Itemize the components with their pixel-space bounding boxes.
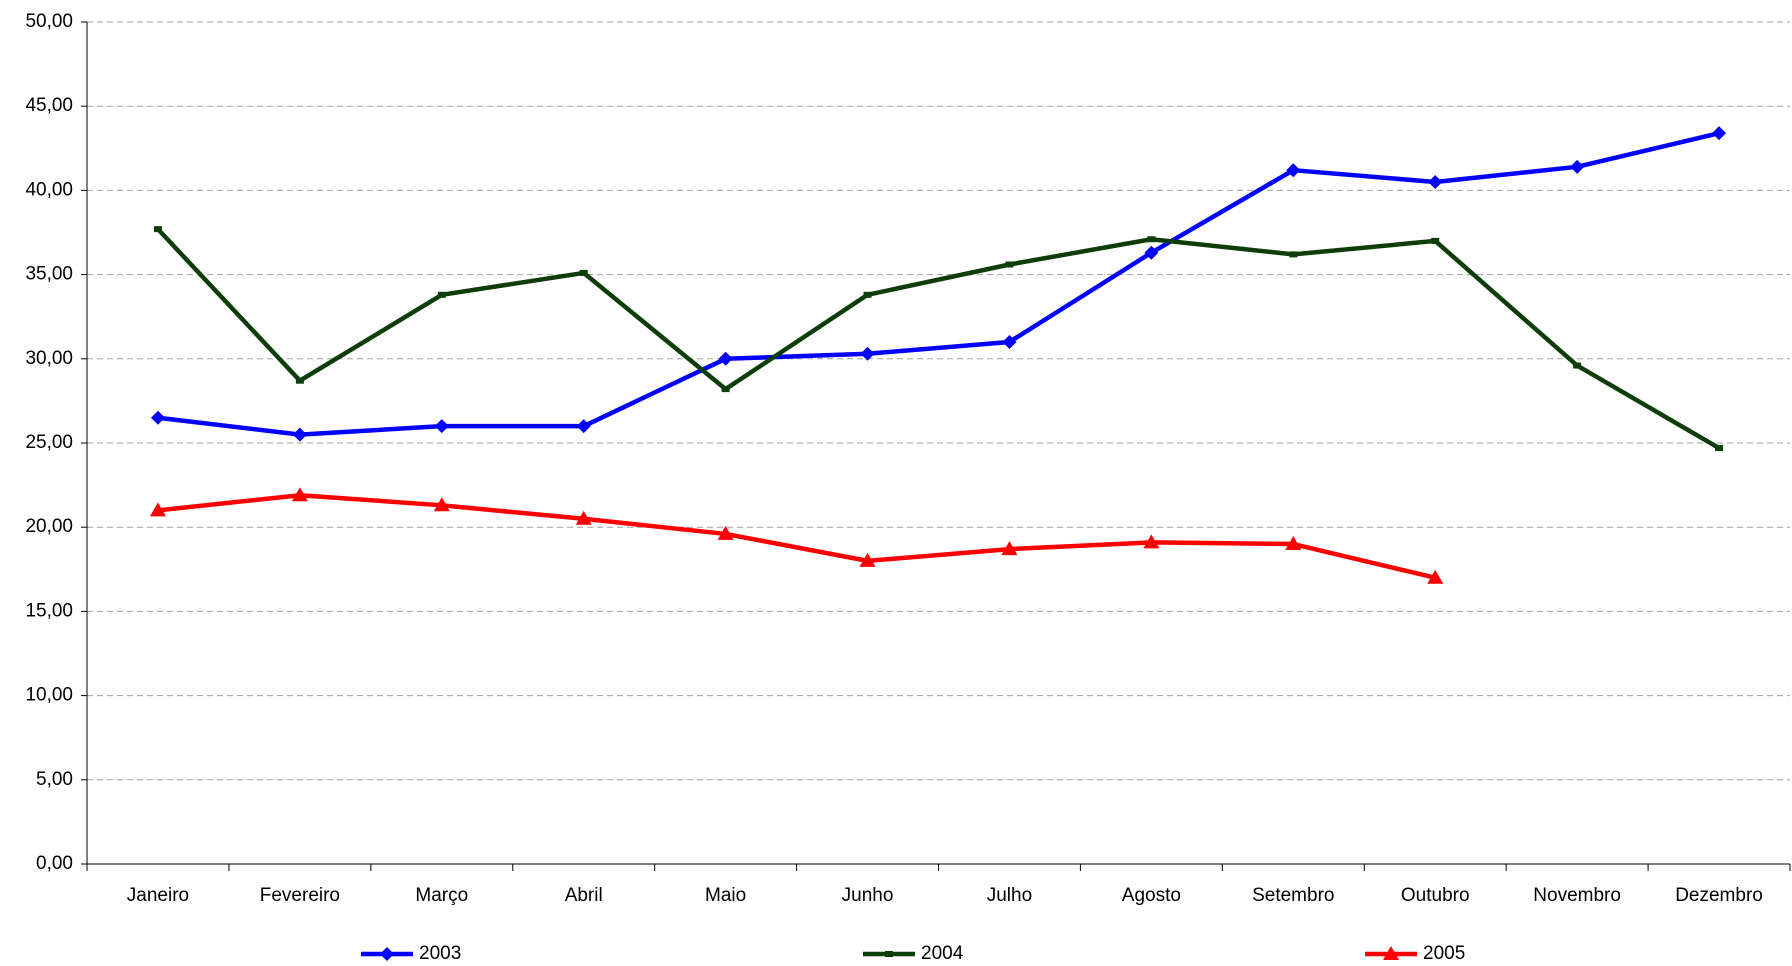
marker [437,291,446,298]
marker [295,377,304,384]
marker [1286,163,1301,178]
marker [1289,251,1298,258]
marker [1431,237,1440,244]
legend-label: 2004 [921,943,964,964]
marker [575,510,592,525]
marker [1715,445,1724,452]
y-tick-label: 0,00 [36,853,73,874]
y-tick-label: 25,00 [25,432,73,453]
marker [1147,236,1156,243]
legend-label: 2003 [419,943,461,964]
x-tick-label: Março [415,885,468,906]
marker [433,497,450,512]
x-tick-label: Janeiro [127,885,189,906]
x-tick-label: Agosto [1122,885,1181,906]
y-tick-label: 20,00 [25,516,73,537]
marker [1001,541,1018,556]
x-tick-label: Abril [565,885,603,906]
x-tick-label: Fevereiro [260,885,340,906]
x-tick-label: Dezembro [1675,885,1763,906]
legend-label: 2005 [1423,943,1465,964]
x-tick-label: Outubro [1401,885,1470,906]
series-line [156,227,1721,450]
marker [291,487,308,502]
marker [885,951,893,957]
marker [1144,245,1159,260]
x-tick-label: Julho [987,885,1032,906]
y-tick-label: 30,00 [25,348,73,369]
marker [863,291,872,298]
marker [1570,159,1585,174]
series-line [157,130,1720,437]
y-tick-label: 10,00 [25,685,73,706]
x-tick-label: Novembro [1533,885,1621,906]
marker [153,226,162,233]
x-tick-label: Setembro [1252,885,1334,906]
marker [1427,569,1444,584]
marker [292,427,307,442]
marker [1002,334,1017,349]
marker [1428,174,1443,189]
marker [149,502,166,517]
marker [1005,261,1014,268]
y-tick-label: 40,00 [25,179,73,200]
marker [579,269,588,276]
marker [1285,536,1302,551]
marker [1712,126,1727,141]
marker [721,386,730,393]
marker [576,419,591,434]
marker [718,351,733,366]
marker [859,552,876,567]
series-line [157,492,1436,580]
x-tick-label: Junho [842,885,894,906]
marker [1573,362,1582,369]
marker [1143,534,1160,549]
marker [150,410,165,425]
marker [1383,946,1399,960]
marker [717,525,734,540]
y-tick-label: 35,00 [25,264,73,285]
y-tick-label: 50,00 [25,11,73,32]
y-tick-label: 15,00 [25,600,73,621]
marker [860,346,875,361]
y-tick-label: 5,00 [36,769,73,790]
marker [380,947,394,961]
x-tick-label: Maio [705,885,746,906]
marker [434,419,449,434]
y-tick-label: 45,00 [25,95,73,116]
